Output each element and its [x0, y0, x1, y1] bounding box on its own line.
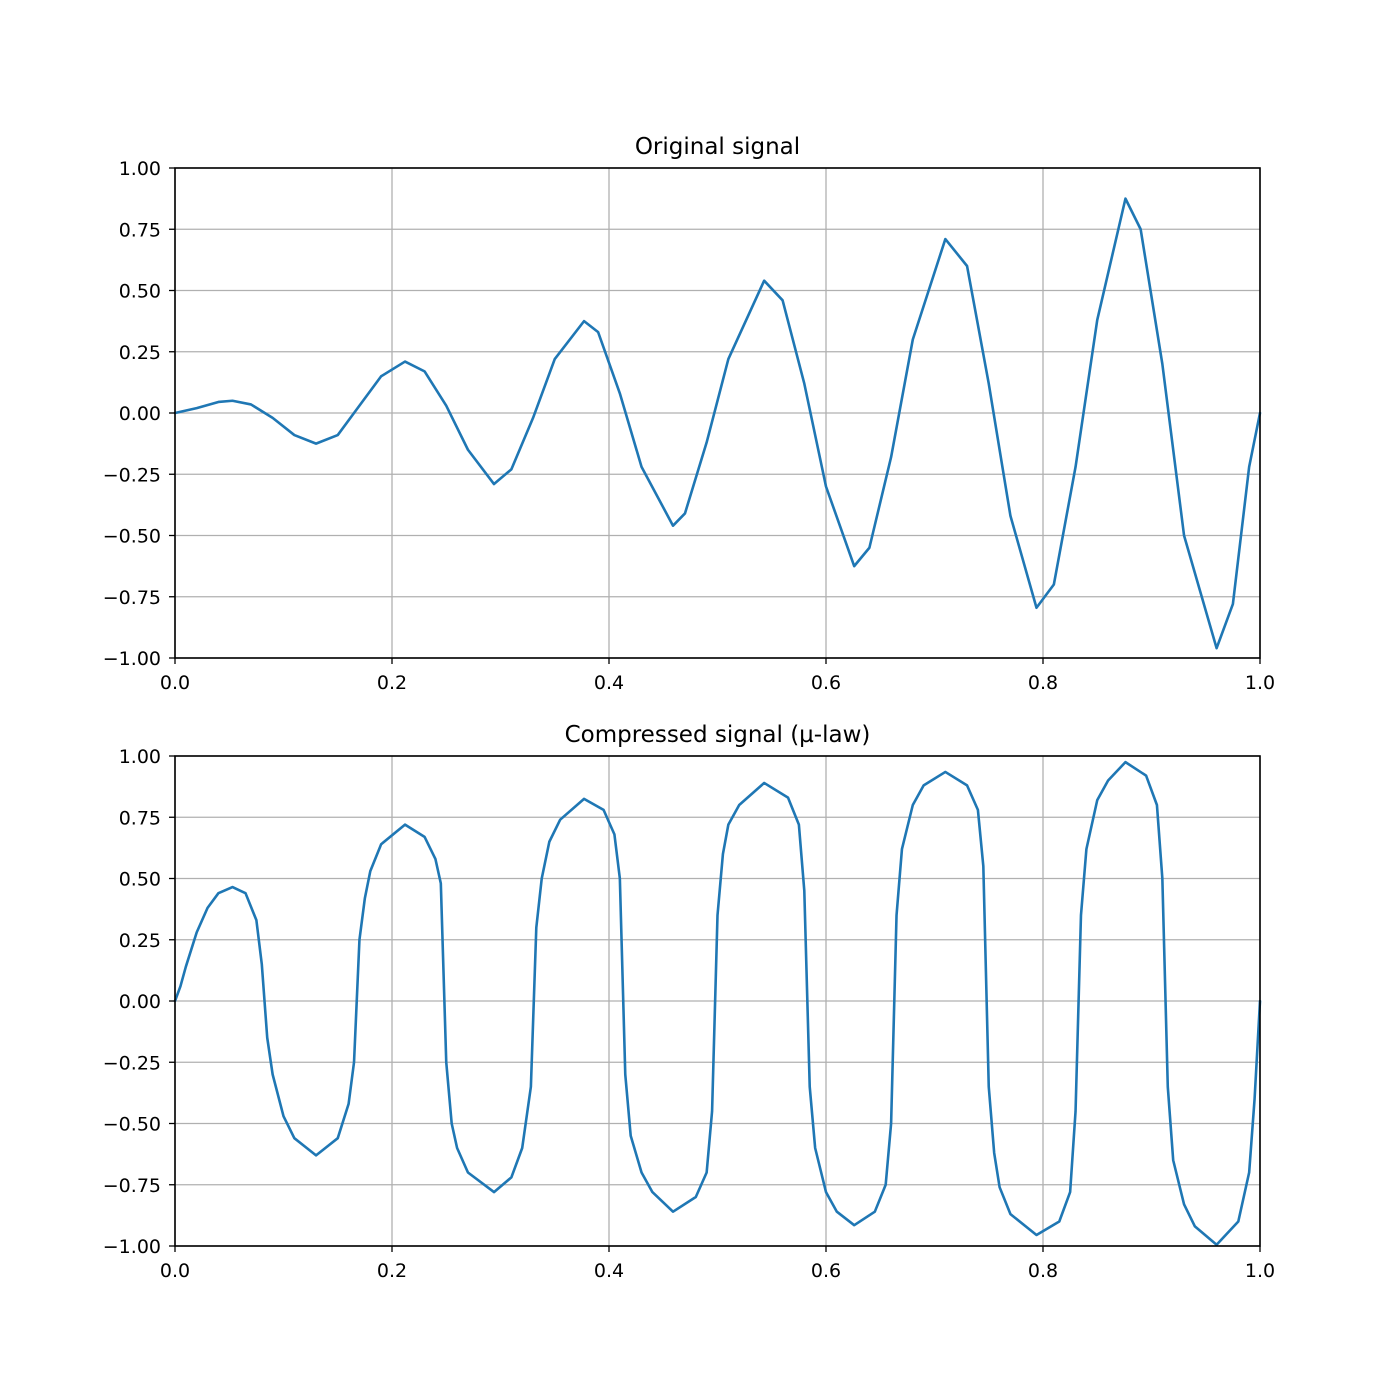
original-signal-chart: Original signal 0.0 0.2 0.4 0.6 0.8 1.0 1.00 0.…	[103, 134, 1275, 694]
chart-title: Compressed signal (µ-law)	[565, 722, 871, 748]
x-axis: 0.0 0.2 0.4 0.6 0.8 1.0	[160, 658, 1275, 694]
y-tick-label: −0.75	[103, 1175, 161, 1197]
y-tick-label: −0.25	[103, 1052, 161, 1074]
x-tick-label: 0.2	[377, 1260, 407, 1282]
x-tick-label: 1.0	[1245, 1260, 1275, 1282]
y-tick-label: 0.00	[119, 991, 161, 1013]
series-line	[173, 760, 1262, 1247]
x-tick-label: 0.2	[377, 672, 407, 694]
x-axis: 0.0 0.2 0.4 0.6 0.8 1.0	[160, 1246, 1275, 1282]
gridlines	[174, 755, 1261, 1247]
x-tick-label: 0.4	[594, 672, 624, 694]
y-tick-label: 0.75	[119, 807, 161, 829]
x-tick-label: 0.8	[1028, 1260, 1058, 1282]
y-tick-label: −0.75	[103, 587, 161, 609]
compressed-signal-chart: Compressed signal (µ-law) 0.0 0.2 0.4 0.6 0.…	[103, 722, 1275, 1282]
y-tick-label: 0.25	[119, 930, 161, 952]
y-tick-label: −0.50	[103, 526, 161, 548]
x-tick-label: 0.8	[1028, 672, 1058, 694]
y-tick-label: −1.00	[103, 1236, 161, 1258]
y-tick-label: 0.00	[119, 403, 161, 425]
x-tick-label: 0.0	[160, 1260, 190, 1282]
y-axis: 1.00 0.75 0.50 0.25 0.00 −0.25 −0.50 −0.75 −1.00	[103, 746, 175, 1258]
y-axis: 1.00 0.75 0.50 0.25 0.00 −0.25 −0.50 −0.75 −1.00	[103, 158, 175, 670]
x-tick-label: 0.6	[811, 1260, 841, 1282]
y-tick-label: 0.25	[119, 342, 161, 364]
x-tick-label: 0.6	[811, 672, 841, 694]
y-tick-label: 0.50	[119, 281, 161, 303]
y-tick-label: −1.00	[103, 648, 161, 670]
y-tick-label: 0.75	[119, 219, 161, 241]
y-tick-label: 1.00	[119, 746, 161, 768]
chart-title: Original signal	[635, 134, 800, 160]
y-tick-label: 0.50	[119, 869, 161, 891]
series-line	[173, 197, 1262, 650]
x-tick-label: 1.0	[1245, 672, 1275, 694]
x-tick-label: 0.0	[160, 672, 190, 694]
y-tick-label: −0.25	[103, 464, 161, 486]
gridlines	[174, 167, 1261, 659]
y-tick-label: 1.00	[119, 158, 161, 180]
y-tick-label: −0.50	[103, 1114, 161, 1136]
x-tick-label: 0.4	[594, 1260, 624, 1282]
